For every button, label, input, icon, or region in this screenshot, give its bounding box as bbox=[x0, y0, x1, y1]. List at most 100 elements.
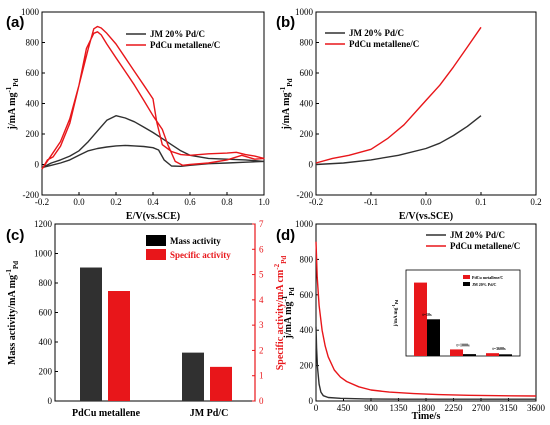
panel-a-ytick-label: -200 bbox=[23, 190, 40, 200]
panel-a-ytick-label: 0 bbox=[35, 160, 40, 170]
inset-legend-swatch-pdcu bbox=[463, 275, 470, 279]
panel-b-ylabel: j/mA mg-1Pd bbox=[279, 78, 294, 130]
panel-a-ytick-label: 400 bbox=[26, 99, 40, 109]
panel-a-xtick-label: 0.2 bbox=[110, 197, 121, 207]
panel-c-y2tick-label: 2 bbox=[259, 345, 264, 355]
panel-b-xtick-label: 0.1 bbox=[475, 197, 486, 207]
panel-a-xtick-label: 0.0 bbox=[73, 197, 85, 207]
inset-legend-pdcu: PdCu metallene/C bbox=[472, 275, 503, 280]
panel-d-xtick-label: 2250 bbox=[445, 403, 464, 413]
panel-c-ytick-label: 400 bbox=[39, 337, 53, 347]
inset-legend-swatch-jm bbox=[463, 282, 470, 286]
inset-legend-jm: JM 20% Pd/C bbox=[472, 282, 497, 287]
panel-d-xlabel: Time/s bbox=[412, 411, 441, 422]
panel-a: (a) -0.2 0.0 0.2 0.4 0.6 0.8 1.0 -200 0 200 400 600… bbox=[5, 7, 270, 222]
inset-bar-jm bbox=[499, 354, 512, 356]
panel-a-xlabel: E/V(vs.SCE) bbox=[126, 211, 180, 222]
panel-c-bar-mass bbox=[182, 352, 204, 401]
panel-c-y2tick-label: 1 bbox=[259, 371, 264, 381]
panel-c-category-0: PdCu metallene bbox=[72, 408, 141, 419]
panel-d-xtick-label: 0 bbox=[314, 403, 319, 413]
inset-bar-jm bbox=[427, 319, 440, 356]
legend-label-mass: Mass activity bbox=[170, 236, 221, 246]
panel-c-label: (c) bbox=[6, 227, 24, 244]
panel-d-ytick-label: 600 bbox=[300, 290, 314, 300]
panel-a-ytick-label: 800 bbox=[26, 38, 40, 48]
panel-a-ytick-label: 600 bbox=[26, 68, 40, 78]
panel-b-ytick-label: 600 bbox=[300, 68, 314, 78]
panel-b-xtick-label: 0.2 bbox=[530, 197, 541, 207]
panel-b-series-pdcu bbox=[315, 26, 482, 164]
inset-bar-pdcu bbox=[486, 353, 499, 356]
panel-c-y2tick-label: 3 bbox=[259, 320, 264, 330]
panel-c-ytick-label: 200 bbox=[39, 367, 53, 377]
panel-d-ytick-label: 0 bbox=[309, 396, 314, 406]
panel-b-xtick-label: 0.0 bbox=[420, 197, 432, 207]
legend-label-pdcu: PdCu metallene/C bbox=[349, 39, 419, 49]
panel-d-xtick-label: 1800 bbox=[417, 403, 436, 413]
panel-d: (d) 0 450 900 1350 1800 2250 2700 3150 3600 0 200 4… bbox=[276, 219, 546, 422]
panel-c-legend: Mass activity Specific activity bbox=[146, 235, 231, 260]
inset-bar-jm bbox=[463, 354, 476, 356]
panel-a-xtick-label: 0.6 bbox=[184, 197, 196, 207]
panel-b-legend: JM 20% Pd/C PdCu metallene/C bbox=[325, 28, 419, 49]
panel-d-xtick-label: 3600 bbox=[527, 403, 546, 413]
legend-label-pdcu: PdCu metallene/C bbox=[150, 40, 220, 50]
panel-a-xtick-label: -0.2 bbox=[35, 197, 49, 207]
panel-d-xtick-label: 450 bbox=[337, 403, 351, 413]
panel-b-xtick-label: -0.1 bbox=[364, 197, 378, 207]
legend-label-jm: JM 20% Pd/C bbox=[150, 29, 205, 39]
inset-group-label: t=3600s bbox=[492, 346, 506, 351]
legend-swatch-specific bbox=[146, 249, 166, 260]
panel-b-xtick-label: -0.2 bbox=[309, 197, 323, 207]
panel-c-y2label: Specific activity/mA cm-2Pd bbox=[273, 256, 288, 371]
panel-a-label: (a) bbox=[6, 14, 24, 31]
panel-c-y2tick-label: 0 bbox=[259, 396, 264, 406]
panel-c-ytick-label: 600 bbox=[39, 308, 53, 318]
panel-a-ytick-label: 1000 bbox=[21, 7, 40, 17]
panel-d-ylabel: j/mA mg-1Pd bbox=[281, 287, 296, 339]
legend-label-specific: Specific activity bbox=[170, 250, 231, 260]
panel-d-xtick-label: 900 bbox=[364, 403, 378, 413]
panel-c-bar-mass bbox=[80, 267, 102, 401]
panel-a-series-pdcu bbox=[41, 25, 265, 170]
panel-c-ytick-label: 800 bbox=[39, 278, 53, 288]
panel-a-series-jm bbox=[41, 114, 265, 169]
panel-d-ytick-label: 800 bbox=[300, 254, 314, 264]
panel-c-bar-specific bbox=[108, 291, 130, 401]
panel-d-xtick-label: 2700 bbox=[472, 403, 491, 413]
panel-a-xtick-label: 1.0 bbox=[258, 197, 270, 207]
panel-b-ytick-label: 0 bbox=[309, 160, 314, 170]
panel-b: (b) -0.2 -0.1 0.0 0.1 0.2 -200 0 200 400 600 800 10… bbox=[276, 7, 542, 222]
panel-a-ylabel: j/mA mg-1Pd bbox=[5, 78, 20, 130]
panel-d-series-pdcu bbox=[315, 241, 537, 397]
panel-d-series-jm bbox=[315, 326, 536, 400]
inset-ylabel: j/mA mg-1Pd bbox=[391, 299, 399, 327]
inset-bar-pdcu bbox=[414, 282, 427, 356]
panel-c: (c) 0 200 400 600 800 1000 1200 0 1 2 3 4 5 6 7 PdCu m… bbox=[5, 219, 288, 419]
panel-b-ytick-label: 200 bbox=[300, 129, 314, 139]
panel-b-xlabel: E/V(vs.SCE) bbox=[399, 211, 453, 222]
panel-c-ylabel: Mass activity/mA mg-1Pd bbox=[5, 261, 20, 365]
panel-c-ytick-label: 1200 bbox=[34, 219, 53, 229]
panel-c-y2tick-label: 7 bbox=[259, 219, 264, 229]
panel-c-y2tick-label: 6 bbox=[259, 244, 264, 254]
panel-c-y2tick-label: 4 bbox=[259, 295, 264, 305]
panel-d-ytick-label: 1000 bbox=[295, 219, 314, 229]
panel-a-ytick-label: 200 bbox=[26, 129, 40, 139]
legend-label-jm: JM 20% Pd/C bbox=[450, 230, 505, 240]
inset-group-label: t=1000s bbox=[456, 342, 470, 347]
panel-d-xtick-label: 3150 bbox=[500, 403, 519, 413]
panel-d-xtick-label: 1350 bbox=[390, 403, 409, 413]
panel-d-ytick-label: 200 bbox=[300, 361, 314, 371]
inset-group-label: t=10s bbox=[422, 312, 432, 317]
panel-b-label: (b) bbox=[276, 14, 295, 31]
panel-a-xtick-label: 0.8 bbox=[221, 197, 233, 207]
panel-c-ytick-label: 1000 bbox=[34, 249, 53, 259]
inset-chart: t=10s t=1000s t=3600s j/mA mg-1Pd PdCu met… bbox=[391, 269, 521, 357]
panel-c-bar-specific bbox=[210, 366, 232, 401]
panel-b-ytick-label: 400 bbox=[300, 99, 314, 109]
panel-d-legend: JM 20% Pd/C PdCu metallene/C bbox=[426, 230, 520, 251]
